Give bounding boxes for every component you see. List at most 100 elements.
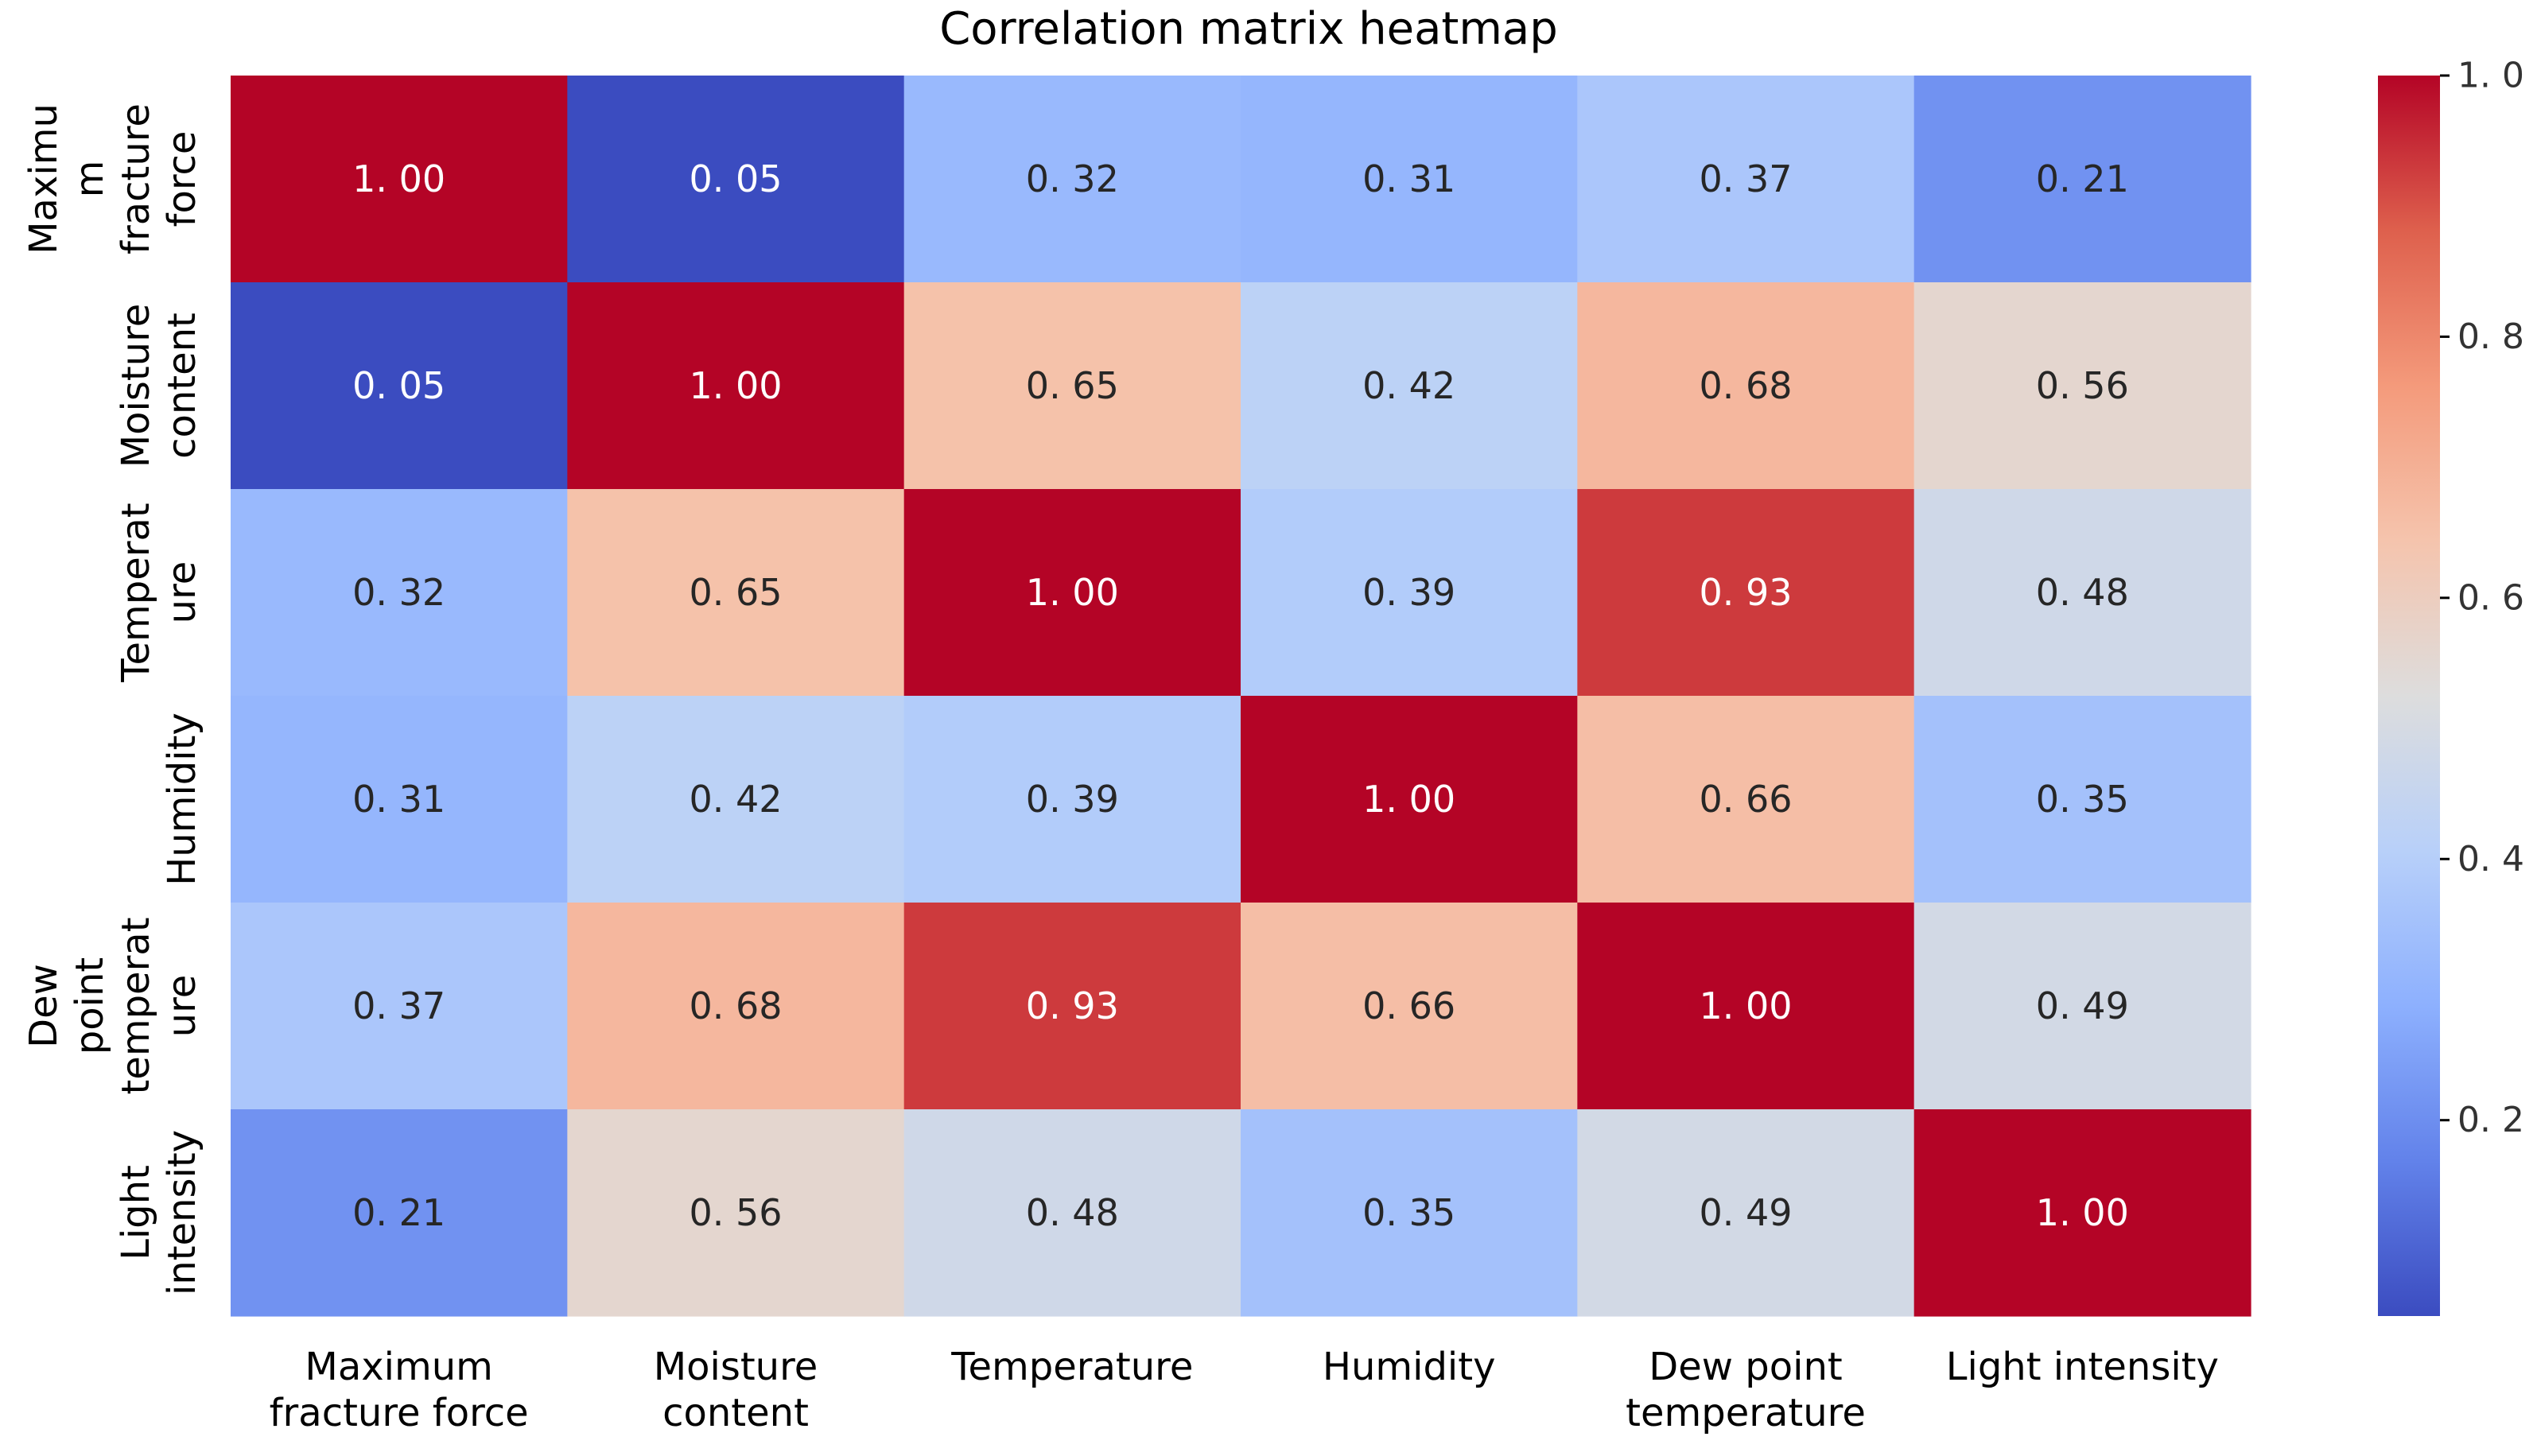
heatmap-cell (1241, 489, 1578, 697)
heatmap-cell (903, 903, 1241, 1110)
cell-value-label: 0. 56 (689, 1191, 782, 1234)
heatmap-cells: 1. 00 0. 05 0. 32 0. 31 0. 37 0. 21 0. 05 1. 00… (231, 76, 2251, 1317)
heatmap-cell (1913, 696, 2251, 903)
colorbar-tick-label: 1. 0 (2457, 56, 2524, 96)
heatmap-cell (231, 282, 568, 490)
cell-value-label: 0. 42 (1362, 364, 1455, 407)
heatmap-cell (567, 282, 905, 490)
x-tick-label: Humidity (1323, 1345, 1496, 1389)
cell-value-label: 0. 66 (1362, 984, 1455, 1027)
cell-value-label: 0. 35 (1362, 1191, 1455, 1234)
y-tick-label-group: Lightintensity (114, 1130, 204, 1295)
cell-value-label: 0. 21 (2036, 157, 2129, 200)
cell-value-label: 0. 68 (689, 984, 782, 1027)
cell-value-label: 1. 00 (2036, 1191, 2129, 1234)
cell-value-label: 0. 21 (352, 1191, 445, 1234)
heatmap-cell (903, 76, 1241, 283)
cell-value-label: 0. 31 (352, 778, 445, 821)
x-tick-label: Light intensity (1946, 1345, 2219, 1389)
heatmap-cell (567, 76, 905, 283)
cell-value-label: 0. 48 (1026, 1191, 1119, 1234)
cell-value-label: 1. 00 (689, 364, 782, 407)
cell-value-label: 0. 05 (689, 157, 782, 200)
cell-value-label: 1. 00 (1699, 984, 1792, 1027)
heatmap-cell (1577, 489, 1915, 697)
colorbar-tick-label: 0. 2 (2457, 1100, 2524, 1140)
heatmap-cell (231, 76, 568, 283)
cell-value-label: 0. 37 (352, 984, 445, 1027)
y-tick-label: Lightintensity (114, 1130, 204, 1295)
heatmap-cell (567, 489, 905, 697)
colorbar-tick-label: 0. 4 (2457, 839, 2524, 879)
heatmap-cell (231, 903, 568, 1110)
colorbar-tick-label: 0. 6 (2457, 577, 2524, 618)
cell-value-label: 0. 32 (352, 571, 445, 614)
heatmap-cell (231, 696, 568, 903)
heatmap-cell (903, 1109, 1241, 1317)
y-tick-label: Maximumfractureforce (21, 103, 204, 254)
y-tick-label-group: Maximumfractureforce (21, 103, 204, 254)
cell-value-label: 0. 93 (1699, 571, 1792, 614)
heatmap-cell (1241, 696, 1578, 903)
cell-value-label: 0. 68 (1699, 364, 1792, 407)
cell-value-label: 0. 42 (689, 778, 782, 821)
cell-value-label: 0. 49 (1699, 1191, 1792, 1234)
heatmap-cell (1241, 282, 1578, 490)
y-tick-label: Humidity (160, 712, 204, 886)
y-tick-label-group: Moisturecontent (114, 304, 204, 468)
cell-value-label: 0. 35 (2036, 778, 2129, 821)
x-axis-labels: Maximum fracture force Moisture content Temp… (270, 1345, 2219, 1435)
y-tick-label-group: Dewpointtemperature (21, 917, 204, 1094)
y-tick-label: Moisturecontent (114, 304, 204, 468)
heatmap-cell (1577, 903, 1915, 1110)
cell-value-label: 0. 32 (1026, 157, 1119, 200)
x-tick-label: Moisture content (654, 1345, 818, 1435)
cell-value-label: 0. 65 (689, 571, 782, 614)
heatmap-cell (1577, 76, 1915, 283)
heatmap-cell (1913, 282, 2251, 490)
x-tick-label: Maximum fracture force (270, 1345, 529, 1435)
cell-value-label: 0. 39 (1362, 571, 1455, 614)
heatmap-cell (1577, 282, 1915, 490)
heatmap-cell (903, 489, 1241, 697)
cell-value-label: 0. 66 (1699, 778, 1792, 821)
heatmap-cell (1913, 1109, 2251, 1317)
y-tick-label: Dewpointtemperature (21, 917, 204, 1094)
cell-value-label: 0. 39 (1026, 778, 1119, 821)
cell-value-label: 1. 00 (1362, 778, 1455, 821)
y-tick-label-group: Temperature (114, 503, 204, 682)
heatmap-cell (1913, 489, 2251, 697)
heatmap-cell (1241, 76, 1578, 283)
heatmap-cell (231, 489, 568, 697)
cell-value-label: 0. 65 (1026, 364, 1119, 407)
cell-value-label: 0. 48 (2036, 571, 2129, 614)
cell-value-label: 0. 93 (1026, 984, 1119, 1027)
colorbar-gradient (2378, 76, 2440, 1316)
cell-value-label: 0. 49 (2036, 984, 2129, 1027)
cell-value-label: 0. 56 (2036, 364, 2129, 407)
heatmap-cell (567, 1109, 905, 1317)
x-tick-label: Temperature (950, 1345, 1193, 1389)
cell-value-label: 1. 00 (1026, 571, 1119, 614)
x-tick-label: Dew point temperature (1626, 1345, 1866, 1435)
colorbar: 0. 2 0. 4 0. 6 0. 8 1. 0 (2378, 56, 2524, 1316)
y-tick-label-group: Humidity (160, 712, 204, 886)
heatmap-cell (1577, 696, 1915, 903)
heatmap-cell (231, 1109, 568, 1317)
cell-value-label: 0. 37 (1699, 157, 1792, 200)
y-axis-labels: Maximumfractureforce Moisturecontent Tempe… (21, 103, 204, 1295)
colorbar-tick-label: 0. 8 (2457, 316, 2524, 357)
heatmap-cell (1241, 1109, 1578, 1317)
heatmap-cell (1241, 903, 1578, 1110)
heatmap-cell (567, 903, 905, 1110)
cell-value-label: 0. 31 (1362, 157, 1455, 200)
heatmap-cell (1913, 76, 2251, 283)
cell-value-label: 0. 05 (352, 364, 445, 407)
cell-value-label: 1. 00 (352, 157, 445, 200)
chart-title: Correlation matrix heatmap (939, 3, 1558, 55)
heatmap-cell (1913, 903, 2251, 1110)
heatmap-cell (903, 282, 1241, 490)
heatmap-cell (1577, 1109, 1915, 1317)
